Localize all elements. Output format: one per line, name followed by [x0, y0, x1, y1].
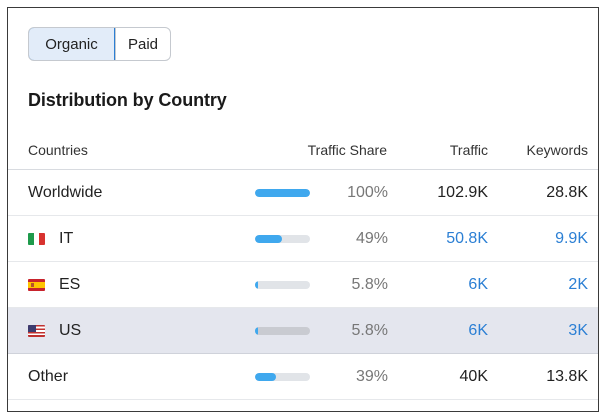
- country-name: US: [59, 321, 82, 339]
- flag-spain-icon: [28, 278, 45, 291]
- traffic-link[interactable]: 50.8K: [446, 229, 488, 247]
- keywords-value: 28.8K: [546, 183, 588, 201]
- traffic-value: 102.9K: [437, 183, 488, 201]
- keywords-link[interactable]: 3K: [568, 321, 588, 339]
- traffic-share-value: 100%: [347, 183, 388, 201]
- organic-paid-toggle: Organic Paid: [28, 27, 171, 61]
- organic-button[interactable]: Organic: [29, 28, 115, 60]
- table-row: US 5.8% 6K 3K: [8, 308, 598, 354]
- table-header: Countries Traffic Share Traffic Keywords: [8, 130, 598, 170]
- country-name: Other: [28, 367, 69, 385]
- traffic-share-value: 39%: [355, 367, 388, 385]
- traffic-link[interactable]: 6K: [468, 275, 488, 293]
- paid-button[interactable]: Paid: [115, 28, 170, 60]
- table-row: Other 39% 40K 13.8K: [8, 354, 598, 400]
- column-header-traffic-share: Traffic Share: [307, 141, 387, 158]
- traffic-share-bar: [255, 326, 310, 335]
- table-row: IT 49% 50.8K 9.9K: [8, 216, 598, 262]
- keywords-link[interactable]: 2K: [568, 275, 588, 293]
- traffic-share-bar: [255, 372, 310, 381]
- section-title: Distribution by Country: [28, 90, 227, 110]
- country-name: Worldwide: [28, 183, 103, 201]
- traffic-share-bar: [255, 234, 310, 243]
- traffic-share-value: 5.8%: [351, 321, 388, 339]
- flag-usa-icon: [28, 324, 45, 337]
- country-table: Countries Traffic Share Traffic Keywords…: [8, 130, 598, 400]
- table-row: ES 5.8% 6K 2K: [8, 262, 598, 308]
- country-name: IT: [59, 229, 74, 247]
- traffic-share-value: 5.8%: [351, 275, 388, 293]
- country-distribution-panel: Organic Paid Distribution by Country Cou…: [7, 7, 599, 412]
- keywords-link[interactable]: 9.9K: [555, 229, 588, 247]
- flag-italy-icon: [28, 232, 45, 245]
- traffic-share-bar: [255, 188, 310, 197]
- traffic-link[interactable]: 6K: [468, 321, 488, 339]
- table-row: Worldwide 100% 102.9K 28.8K: [8, 170, 598, 216]
- column-header-keywords: Keywords: [526, 141, 588, 158]
- keywords-value: 13.8K: [546, 367, 588, 385]
- traffic-share-bar: [255, 280, 310, 289]
- column-header-countries: Countries: [28, 141, 88, 158]
- traffic-share-value: 49%: [355, 229, 388, 247]
- column-header-traffic: Traffic: [449, 141, 488, 158]
- traffic-value: 40K: [459, 367, 488, 385]
- country-name: ES: [59, 275, 81, 293]
